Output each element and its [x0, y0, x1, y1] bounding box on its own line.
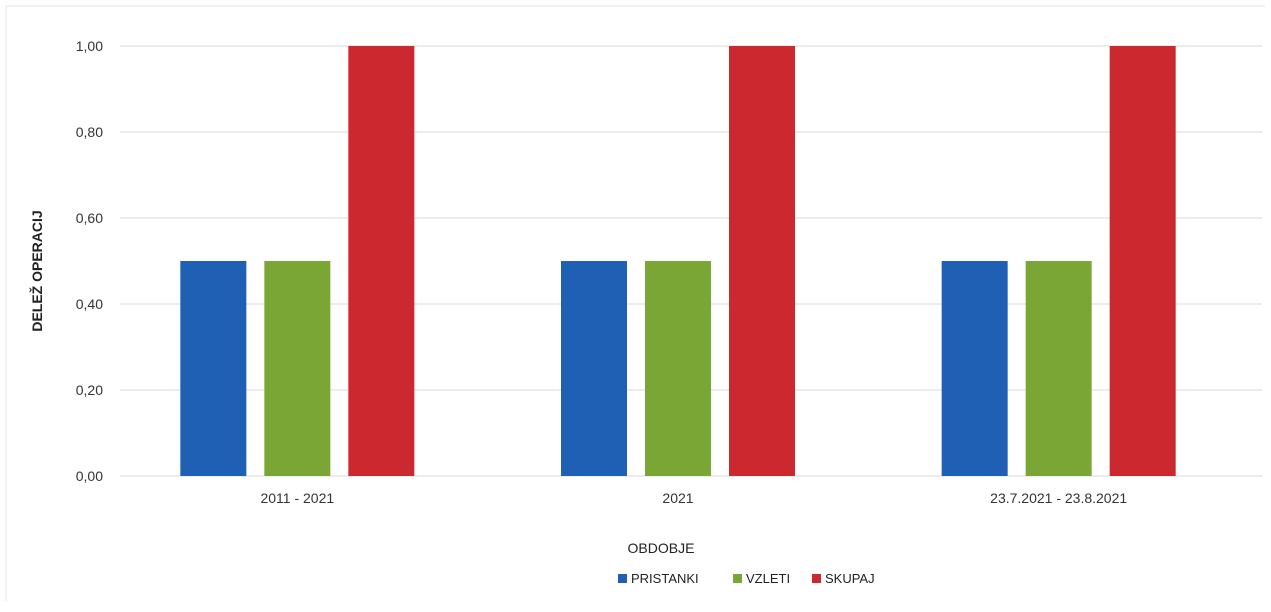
bar-skupaj-0 — [348, 46, 415, 476]
legend: PRISTANKI VZLETI SKUPAJ — [618, 571, 875, 586]
bar-pristanki-0 — [180, 261, 247, 476]
y-axis-title: DELEŽ OPERACIJ — [28, 210, 45, 331]
legend-swatch-vzleti — [733, 574, 742, 583]
bar-vzleti-2 — [1025, 261, 1092, 476]
y-tick-label: 0,20 — [76, 382, 103, 398]
bar-pristanki-2 — [941, 261, 1008, 476]
legend-swatch-pristanki — [618, 574, 627, 583]
y-tick-label: 0,80 — [76, 124, 103, 140]
legend-label-skupaj: SKUPAJ — [825, 571, 875, 586]
legend-label-pristanki: PRISTANKI — [631, 571, 699, 586]
legend-swatch-skupaj — [812, 574, 821, 583]
bar-vzleti-1 — [645, 261, 711, 476]
x-category-label: 2011 - 2021 — [260, 490, 334, 506]
y-tick-label: 0,00 — [76, 468, 103, 484]
bar-skupaj-2 — [1109, 46, 1176, 476]
bar-skupaj-1 — [729, 46, 795, 476]
x-axis-categories: 2011 - 2021 2021 23.7.2021 - 23.8.2021 — [260, 490, 1127, 506]
legend-label-vzleti: VZLETI — [746, 571, 790, 586]
x-axis-title: OBDOBJE — [628, 540, 695, 556]
y-tick-label: 0,40 — [76, 296, 103, 312]
bars — [180, 46, 1176, 476]
y-tick-label: 0,60 — [76, 210, 103, 226]
y-axis-ticks: 0,00 0,20 0,40 0,60 0,80 1,00 — [76, 38, 103, 484]
bar-vzleti-0 — [264, 261, 331, 476]
x-category-label: 23.7.2021 - 23.8.2021 — [990, 490, 1127, 506]
y-tick-label: 1,00 — [76, 38, 103, 54]
x-category-label: 2021 — [662, 490, 693, 506]
bar-pristanki-1 — [561, 261, 627, 476]
